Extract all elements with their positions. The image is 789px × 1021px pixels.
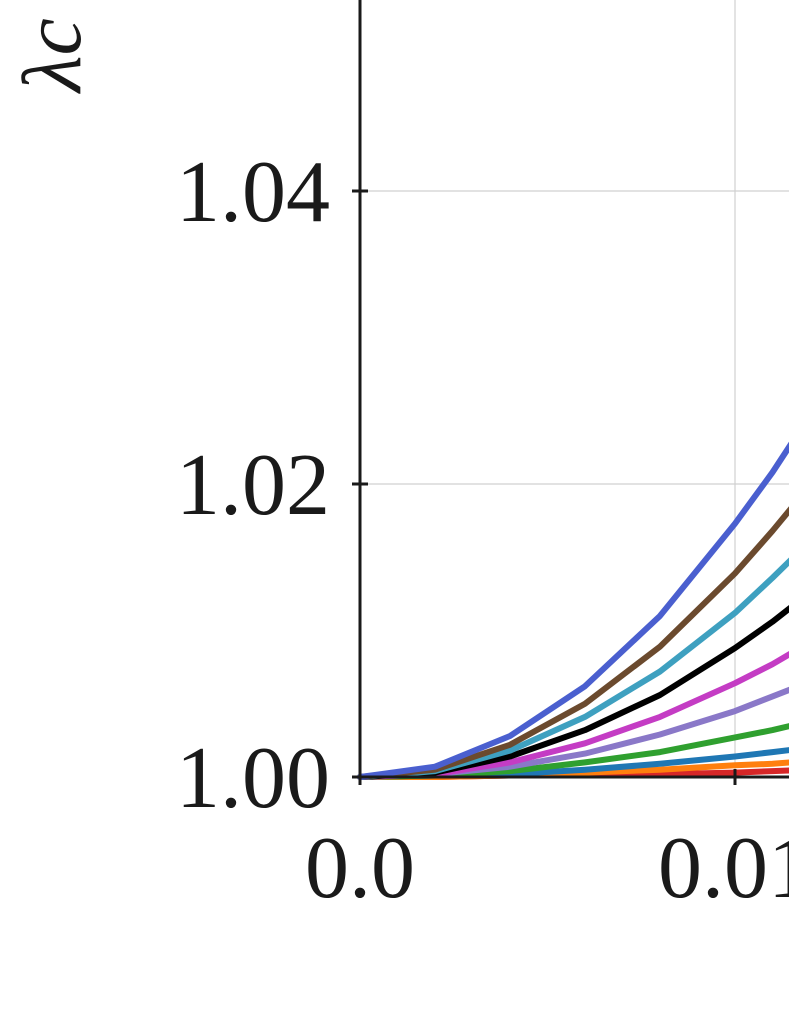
y-axis-title: λc	[6, 18, 99, 95]
y-tick-label: 1.02	[176, 437, 330, 534]
ticks: 1.00 1.02 1.04 0.0 0.01	[176, 144, 789, 917]
axes	[358, 0, 789, 779]
series-line	[357, 506, 789, 780]
y-tick-label: 1.00	[176, 730, 330, 827]
series-lines	[357, 441, 789, 780]
grid-lines	[360, 0, 789, 777]
x-tick-label: 0.01	[658, 820, 789, 917]
series-line	[357, 441, 789, 780]
y-tick-label: 1.04	[176, 144, 330, 241]
x-tick-label: 0.0	[305, 820, 415, 917]
